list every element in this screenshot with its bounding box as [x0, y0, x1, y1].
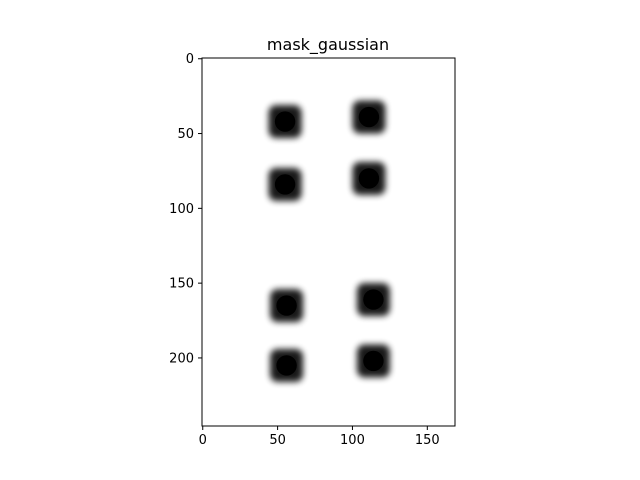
x-axis: 0 50 100 150 — [199, 426, 440, 448]
x-tick-label: 50 — [269, 433, 286, 448]
blob-4 — [352, 161, 386, 195]
y-tick-label: 50 — [177, 127, 194, 142]
y-tick-label: 150 — [169, 277, 194, 292]
blob-1 — [268, 105, 302, 139]
y-tick-label: 100 — [169, 202, 194, 217]
blob-3 — [268, 167, 302, 201]
blob-8 — [356, 344, 390, 378]
x-tick-label: 0 — [199, 433, 207, 448]
blob-7 — [270, 348, 304, 382]
x-tick-label: 150 — [415, 433, 440, 448]
axes-frame — [201, 57, 456, 427]
x-tick-label: 100 — [340, 433, 365, 448]
blob-2 — [352, 100, 386, 134]
blob-6 — [356, 283, 390, 317]
blob-5 — [270, 289, 304, 323]
y-axis: 0 50 100 150 200 — [169, 52, 202, 366]
blobs-layer — [268, 100, 390, 382]
chart-title: mask_gaussian — [267, 35, 389, 55]
y-tick-label: 200 — [169, 351, 194, 366]
y-tick-label: 0 — [186, 52, 194, 67]
image-area — [202, 58, 455, 426]
